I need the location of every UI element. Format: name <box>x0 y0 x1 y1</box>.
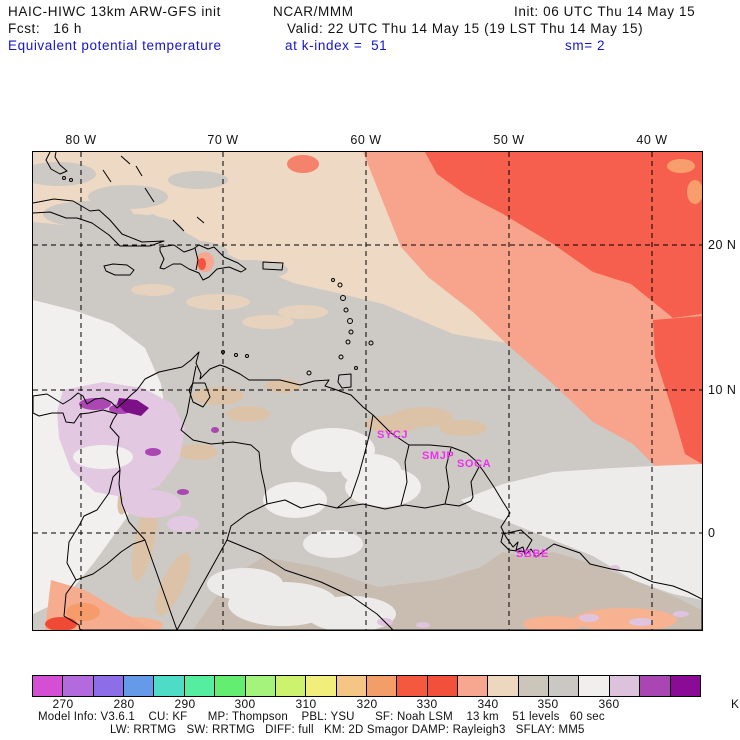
colorbar-segment-7 <box>244 676 275 696</box>
colorbar-segment-13 <box>426 676 458 696</box>
forecast-hour: Fcst: 16 h <box>8 21 82 36</box>
colorbar-segment-16 <box>517 676 549 696</box>
colorbar-tick-label: 280 <box>113 697 135 711</box>
coastlines <box>33 152 702 630</box>
colorbar-segment-20 <box>639 676 670 696</box>
colorbar-segment-1 <box>62 676 93 696</box>
colorbar-segment-4 <box>153 676 184 696</box>
map-panel <box>32 151 703 631</box>
colorbar-unit-label: K <box>731 697 740 711</box>
colorbar-segment-11 <box>365 676 397 696</box>
colorbar-segment-18 <box>578 676 609 696</box>
theta-e-field <box>33 152 702 630</box>
colorbar-tick-label: 330 <box>416 697 438 711</box>
colorbar-tick-label: 310 <box>295 697 317 711</box>
colorbar-segment-8 <box>274 676 306 696</box>
colorbar-tick-label: 300 <box>234 697 256 711</box>
colorbar-segment-19 <box>608 676 640 696</box>
colorbar-segment-12 <box>396 676 427 696</box>
valid-time: Valid: 22 UTC Thu 14 May 15 (19 LST Thu … <box>287 21 644 36</box>
lat-tick-label: 10 N <box>708 383 737 397</box>
colorbar-tick-label: 290 <box>174 697 196 711</box>
colorbar-tick-label: 350 <box>537 697 559 711</box>
center-name: NCAR/MMM <box>273 4 354 19</box>
station-label-sbbe: SBBE <box>516 548 549 560</box>
smoothing-label: sm= 2 <box>565 38 606 53</box>
lon-tick-label: 80 W <box>65 133 97 147</box>
colorbar-segment-5 <box>183 676 215 696</box>
colorbar-segment-21 <box>669 676 700 696</box>
station-label-soca: SOCA <box>457 458 492 470</box>
model-info-line2: LW: RRTMG SW: RRTMG DIFF: full KM: 2D Sm… <box>110 724 585 736</box>
lon-tick-label: 70 W <box>207 133 239 147</box>
colorbar-segment-3 <box>123 676 154 696</box>
lon-tick-label: 40 W <box>636 133 668 147</box>
model-title: HAIC-HIWC 13km ARW-GFS init <box>8 4 221 19</box>
lat-tick-label: 0 <box>708 526 716 540</box>
colorbar-segment-0 <box>33 676 63 696</box>
model-info-line1: Model Info: V3.6.1 CU: KF MP: Thompson P… <box>38 711 605 723</box>
colorbar-tick-label: 340 <box>477 697 499 711</box>
colorbar-segment-15 <box>487 676 518 696</box>
lon-tick-label: 50 W <box>493 133 525 147</box>
colorbar-segment-9 <box>305 676 336 696</box>
colorbar-tick-label: 320 <box>356 697 378 711</box>
latlon-gridlines <box>33 152 702 630</box>
lon-tick-label: 60 W <box>350 133 382 147</box>
colorbar-segment-17 <box>548 676 579 696</box>
colorbar-segment-2 <box>92 676 124 696</box>
field-title: Equivalent potential temperature <box>8 38 222 53</box>
colorbar-segment-10 <box>335 676 366 696</box>
init-time: Init: 06 UTC Thu 14 May 15 <box>514 4 696 19</box>
colorbar-segment-6 <box>214 676 245 696</box>
colorbar <box>32 675 701 697</box>
lat-tick-label: 20 N <box>708 238 737 252</box>
colorbar-tick-label: 360 <box>598 697 620 711</box>
level-label: at k-index = 51 <box>285 38 388 53</box>
station-label-smjp: SMJP <box>422 450 455 462</box>
colorbar-tick-label: 270 <box>52 697 74 711</box>
colorbar-segment-14 <box>457 676 488 696</box>
theta-e-map <box>33 152 702 630</box>
station-label-sycj: SYCJ <box>377 429 409 441</box>
